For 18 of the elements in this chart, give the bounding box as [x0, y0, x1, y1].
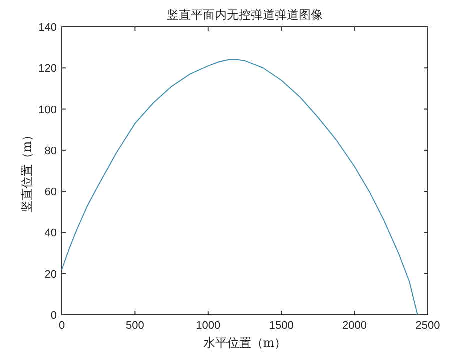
y-tick-label: 80: [44, 145, 57, 158]
y-tick-label: 20: [44, 268, 57, 281]
y-tick-label: 60: [44, 186, 57, 199]
y-tick-label: 120: [38, 63, 57, 76]
x-tick-label: 0: [58, 320, 66, 332]
x-tick-label: 500: [126, 320, 144, 332]
x-tick-label: 2000: [342, 320, 368, 332]
x-tick-label: 1000: [196, 320, 221, 332]
y-axis-title: 竖直位置（m）: [20, 129, 34, 213]
x-tick-label: 2500: [416, 320, 440, 332]
y-tick-label: 140: [38, 22, 57, 34]
x-tick-label: 1500: [269, 320, 294, 332]
x-axis-title: 水平位置（m）: [203, 336, 287, 350]
y-tick-label: 0: [50, 310, 57, 322]
y-tick-label: 40: [44, 228, 57, 240]
line-series: [62, 59, 418, 316]
chart-title: 竖直平面内无控弹道弹道图像: [167, 8, 323, 22]
y-tick-label: 100: [38, 104, 57, 116]
